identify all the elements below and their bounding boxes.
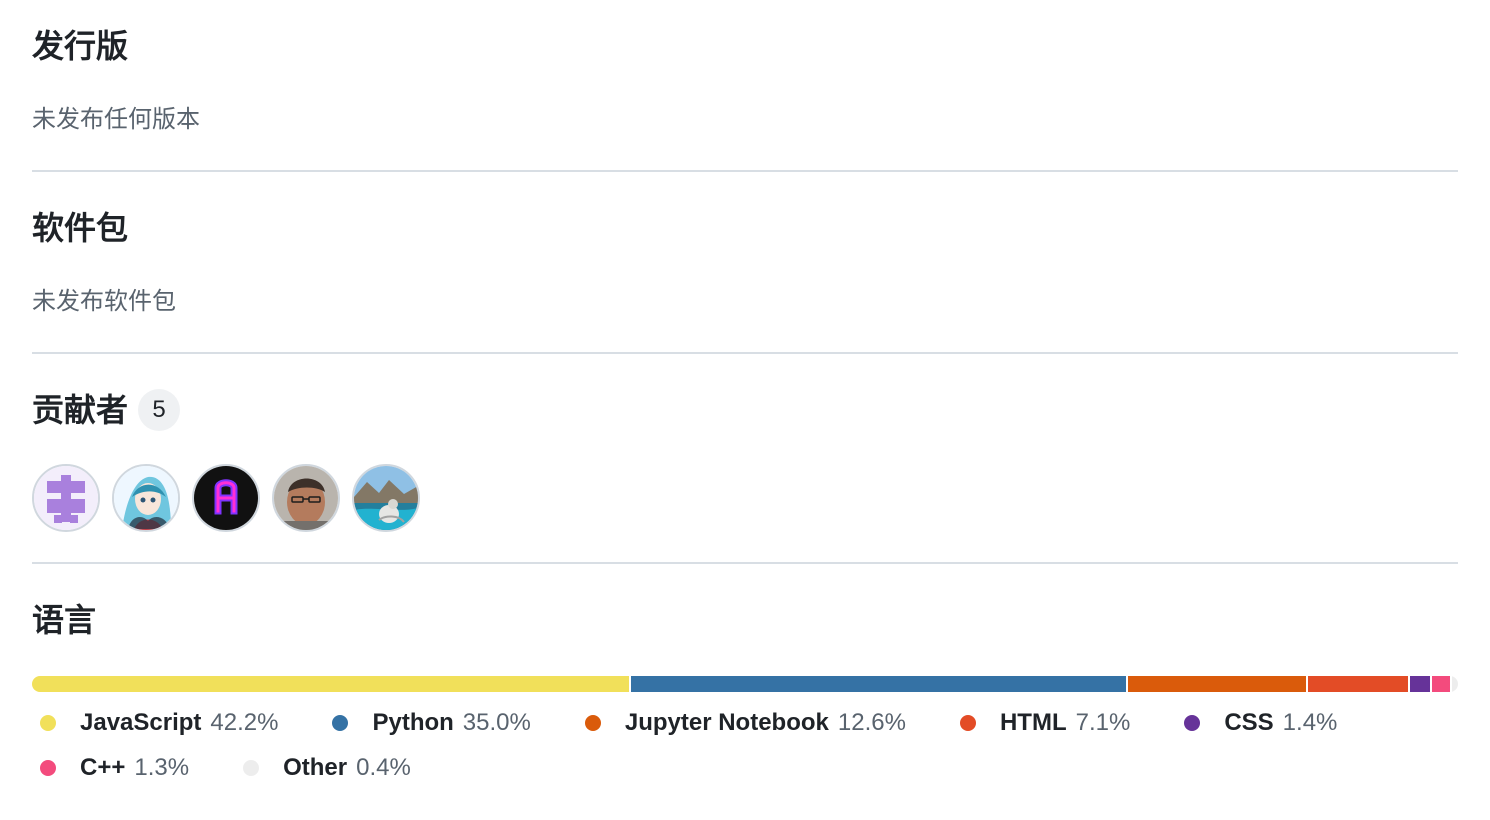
language-distribution-bar [32, 676, 1458, 692]
person-photo-avatar [274, 466, 338, 530]
language-name: Python [372, 709, 454, 736]
language-color-dot [243, 760, 260, 776]
language-name: Other [283, 754, 348, 781]
language-item-html[interactable]: HTML 7.1% [952, 708, 1130, 738]
lake-landscape-avatar [354, 466, 418, 530]
language-percentage: 42.2% [210, 709, 279, 736]
contributor-avatar-1[interactable] [32, 464, 100, 532]
language-percentage: 1.3% [134, 754, 190, 781]
releases-empty-message: 未发布任何版本 [32, 106, 200, 133]
language-color-dot [40, 760, 56, 776]
packages-empty-message: 未发布软件包 [32, 288, 176, 315]
language-bar-segment-c-[interactable] [1429, 676, 1453, 692]
language-name: JavaScript [80, 709, 202, 736]
contributor-avatar-3[interactable] [192, 464, 260, 532]
contributors-heading[interactable]: 贡献者 5 [32, 389, 181, 431]
section-divider [32, 352, 1458, 354]
section-divider [32, 170, 1458, 172]
language-list: JavaScript 42.2% Python 35.0% Jupyter Notebo… [32, 708, 1458, 783]
language-color-dot [959, 715, 976, 731]
contributor-avatar-4[interactable] [272, 464, 340, 532]
language-name: HTML [999, 709, 1067, 736]
language-bar-segment-other[interactable] [1450, 676, 1458, 692]
languages-heading: 语言 [32, 602, 97, 638]
language-item-jupyter-notebook[interactable]: Jupyter Notebook 12.6% [577, 708, 906, 738]
language-item-python[interactable]: Python 35.0% [324, 708, 531, 738]
language-bar-segment-html[interactable] [1305, 676, 1411, 692]
language-bar-segment-python[interactable] [628, 676, 1128, 692]
language-name: Jupyter Notebook [624, 709, 829, 736]
contributors-count-badge: 5 [138, 389, 181, 431]
contributors-title: 贡献者 [32, 392, 129, 428]
contributor-avatar-2[interactable] [112, 464, 180, 532]
contributors-avatar-list [32, 464, 420, 532]
language-name: CSS [1224, 709, 1274, 736]
language-item-css[interactable]: CSS 1.4% [1176, 708, 1337, 738]
language-percentage: 35.0% [462, 709, 531, 736]
language-percentage: 7.1% [1075, 709, 1131, 736]
releases-heading[interactable]: 发行版 [32, 28, 129, 64]
neon-letter-avatar [194, 466, 258, 530]
language-bar-segment-css[interactable] [1408, 676, 1432, 692]
purple-pattern-avatar [34, 466, 98, 530]
anime-character-avatar [114, 466, 178, 530]
language-bar-segment-javascript[interactable] [32, 676, 631, 692]
language-percentage: 12.6% [837, 709, 906, 736]
language-color-dot [584, 715, 601, 731]
contributor-avatar-5[interactable] [352, 464, 420, 532]
section-divider [32, 562, 1458, 564]
language-percentage: 1.4% [1282, 709, 1338, 736]
language-item-other[interactable]: Other 0.4% [235, 753, 411, 783]
language-color-dot [1184, 715, 1201, 731]
packages-heading[interactable]: 软件包 [32, 210, 129, 246]
language-color-dot [40, 715, 56, 731]
language-bar-segment-jupyter-notebook[interactable] [1125, 676, 1308, 692]
language-color-dot [332, 715, 349, 731]
language-item-c-[interactable]: C++ 1.3% [32, 753, 189, 783]
language-name: C++ [80, 754, 126, 781]
language-percentage: 0.4% [356, 754, 411, 781]
language-item-javascript[interactable]: JavaScript 42.2% [32, 708, 278, 738]
